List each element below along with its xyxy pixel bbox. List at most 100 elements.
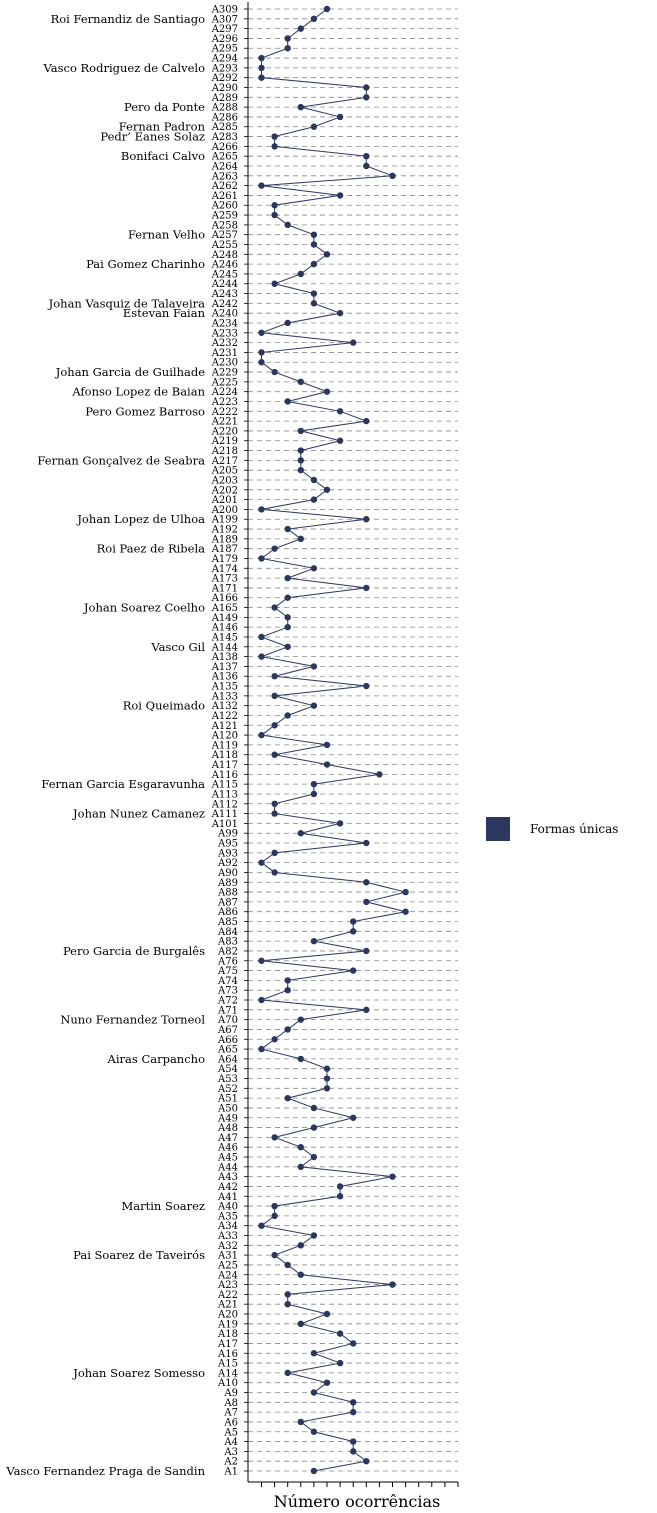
y-tick-label: A203 <box>211 475 238 486</box>
data-point <box>297 1418 304 1426</box>
y-tick-label: A6 <box>223 1417 238 1428</box>
y-tick-label: A21 <box>217 1300 238 1311</box>
data-point <box>284 525 291 533</box>
data-point <box>297 1055 304 1063</box>
data-point <box>350 1448 357 1455</box>
data-point <box>389 1281 396 1288</box>
data-point <box>310 496 318 503</box>
data-point <box>284 45 291 52</box>
data-point <box>363 94 370 101</box>
y-tick-label: A119 <box>211 740 238 751</box>
author-label: Pai Soarez de Taveirós <box>73 1248 205 1262</box>
y-tick-label: A261 <box>211 191 238 202</box>
y-tick-label: A137 <box>211 662 238 673</box>
y-tick-label: A225 <box>211 377 238 388</box>
y-tick-label: A48 <box>217 1123 238 1134</box>
data-point <box>310 663 318 670</box>
y-tick-label: A233 <box>211 328 238 339</box>
y-tick-label: A2 <box>223 1457 238 1468</box>
data-point <box>284 1291 291 1298</box>
y-tick-label: A290 <box>211 83 238 94</box>
y-tick-label: A242 <box>211 299 238 310</box>
author-label: Pero Gomez Barroso <box>85 404 205 418</box>
author-label: Roi Queimado <box>123 699 205 713</box>
data-point <box>271 545 278 552</box>
data-point <box>310 260 318 268</box>
y-tick-label: A309 <box>211 5 238 16</box>
data-point <box>284 594 291 601</box>
y-tick-label: A189 <box>211 534 238 545</box>
author-label: Nuno Fernandez Torneol <box>60 1013 205 1027</box>
data-point <box>323 1085 331 1092</box>
y-tick-label: A294 <box>211 54 238 65</box>
data-point <box>297 427 304 435</box>
axes <box>244 2 459 1487</box>
author-label: Roi Fernandiz de Santiago <box>51 12 205 26</box>
y-tick-label: A222 <box>211 407 238 418</box>
data-point <box>297 1144 304 1151</box>
y-tick-label: A218 <box>211 446 238 457</box>
data-point <box>258 859 265 866</box>
data-point <box>310 123 318 130</box>
y-tick-label: A307 <box>211 14 238 25</box>
data-point <box>297 466 304 474</box>
y-tick-label: A199 <box>211 515 238 526</box>
data-point <box>310 1467 318 1475</box>
data-point <box>271 800 278 807</box>
legend: Formas únicas <box>486 817 618 841</box>
y-tick-label: A65 <box>217 1045 238 1056</box>
data-point <box>258 74 265 81</box>
y-tick-label: A200 <box>211 505 238 516</box>
data-point <box>258 182 265 189</box>
data-point <box>336 1193 344 1200</box>
data-point <box>258 506 265 513</box>
data-point <box>258 555 265 562</box>
y-tick-label: A32 <box>217 1241 238 1252</box>
data-point <box>323 1065 331 1072</box>
series-line <box>259 8 406 1472</box>
data-point <box>310 565 318 572</box>
y-tick-label: A286 <box>211 112 238 123</box>
y-tick-label: A92 <box>217 858 238 869</box>
y-tick-label: A99 <box>217 829 238 840</box>
y-tick-label: A263 <box>211 171 238 182</box>
data-point <box>284 574 291 582</box>
y-tick-label: A74 <box>217 976 238 987</box>
data-point <box>363 879 370 886</box>
y-tick-label: A135 <box>211 682 238 693</box>
data-point <box>350 1399 357 1406</box>
data-point <box>258 359 265 366</box>
y-tick-label: A205 <box>211 466 238 477</box>
data-point <box>258 996 265 1004</box>
data-point <box>297 447 304 454</box>
y-tick-label: A4 <box>223 1437 238 1448</box>
y-tick-label: A231 <box>211 348 238 359</box>
y-tick-label: A43 <box>217 1172 238 1183</box>
legend-swatch <box>486 817 510 841</box>
y-tick-label: A136 <box>211 672 238 683</box>
y-tick-label: A118 <box>211 750 238 761</box>
y-tick-label: A265 <box>211 152 238 163</box>
data-point <box>376 771 383 778</box>
y-tick-label: A83 <box>217 937 238 948</box>
author-label: Pero da Ponte <box>124 100 205 114</box>
y-tick-label: A245 <box>211 269 238 280</box>
data-point <box>310 1232 318 1239</box>
y-tick-label: A111 <box>211 809 238 820</box>
data-point <box>310 290 318 297</box>
data-point <box>336 1359 344 1367</box>
data-point <box>297 378 304 386</box>
y-tick-label: A224 <box>211 387 238 398</box>
data-point <box>336 309 344 317</box>
y-tick-label: A192 <box>211 525 238 536</box>
author-label: Vasco Rodriguez de Calvelo <box>43 61 206 75</box>
y-tick-label: A248 <box>211 250 238 261</box>
data-point <box>271 673 278 680</box>
y-tick-label: A115 <box>211 780 238 791</box>
y-tick-label: A40 <box>217 1202 238 1213</box>
author-label: Johan Soarez Coelho <box>83 601 205 615</box>
y-tick-label: A230 <box>211 358 238 369</box>
data-point <box>310 790 318 798</box>
author-label: Fernan Gonçalvez de Seabra <box>37 453 205 467</box>
y-tick-label: A292 <box>211 73 238 84</box>
